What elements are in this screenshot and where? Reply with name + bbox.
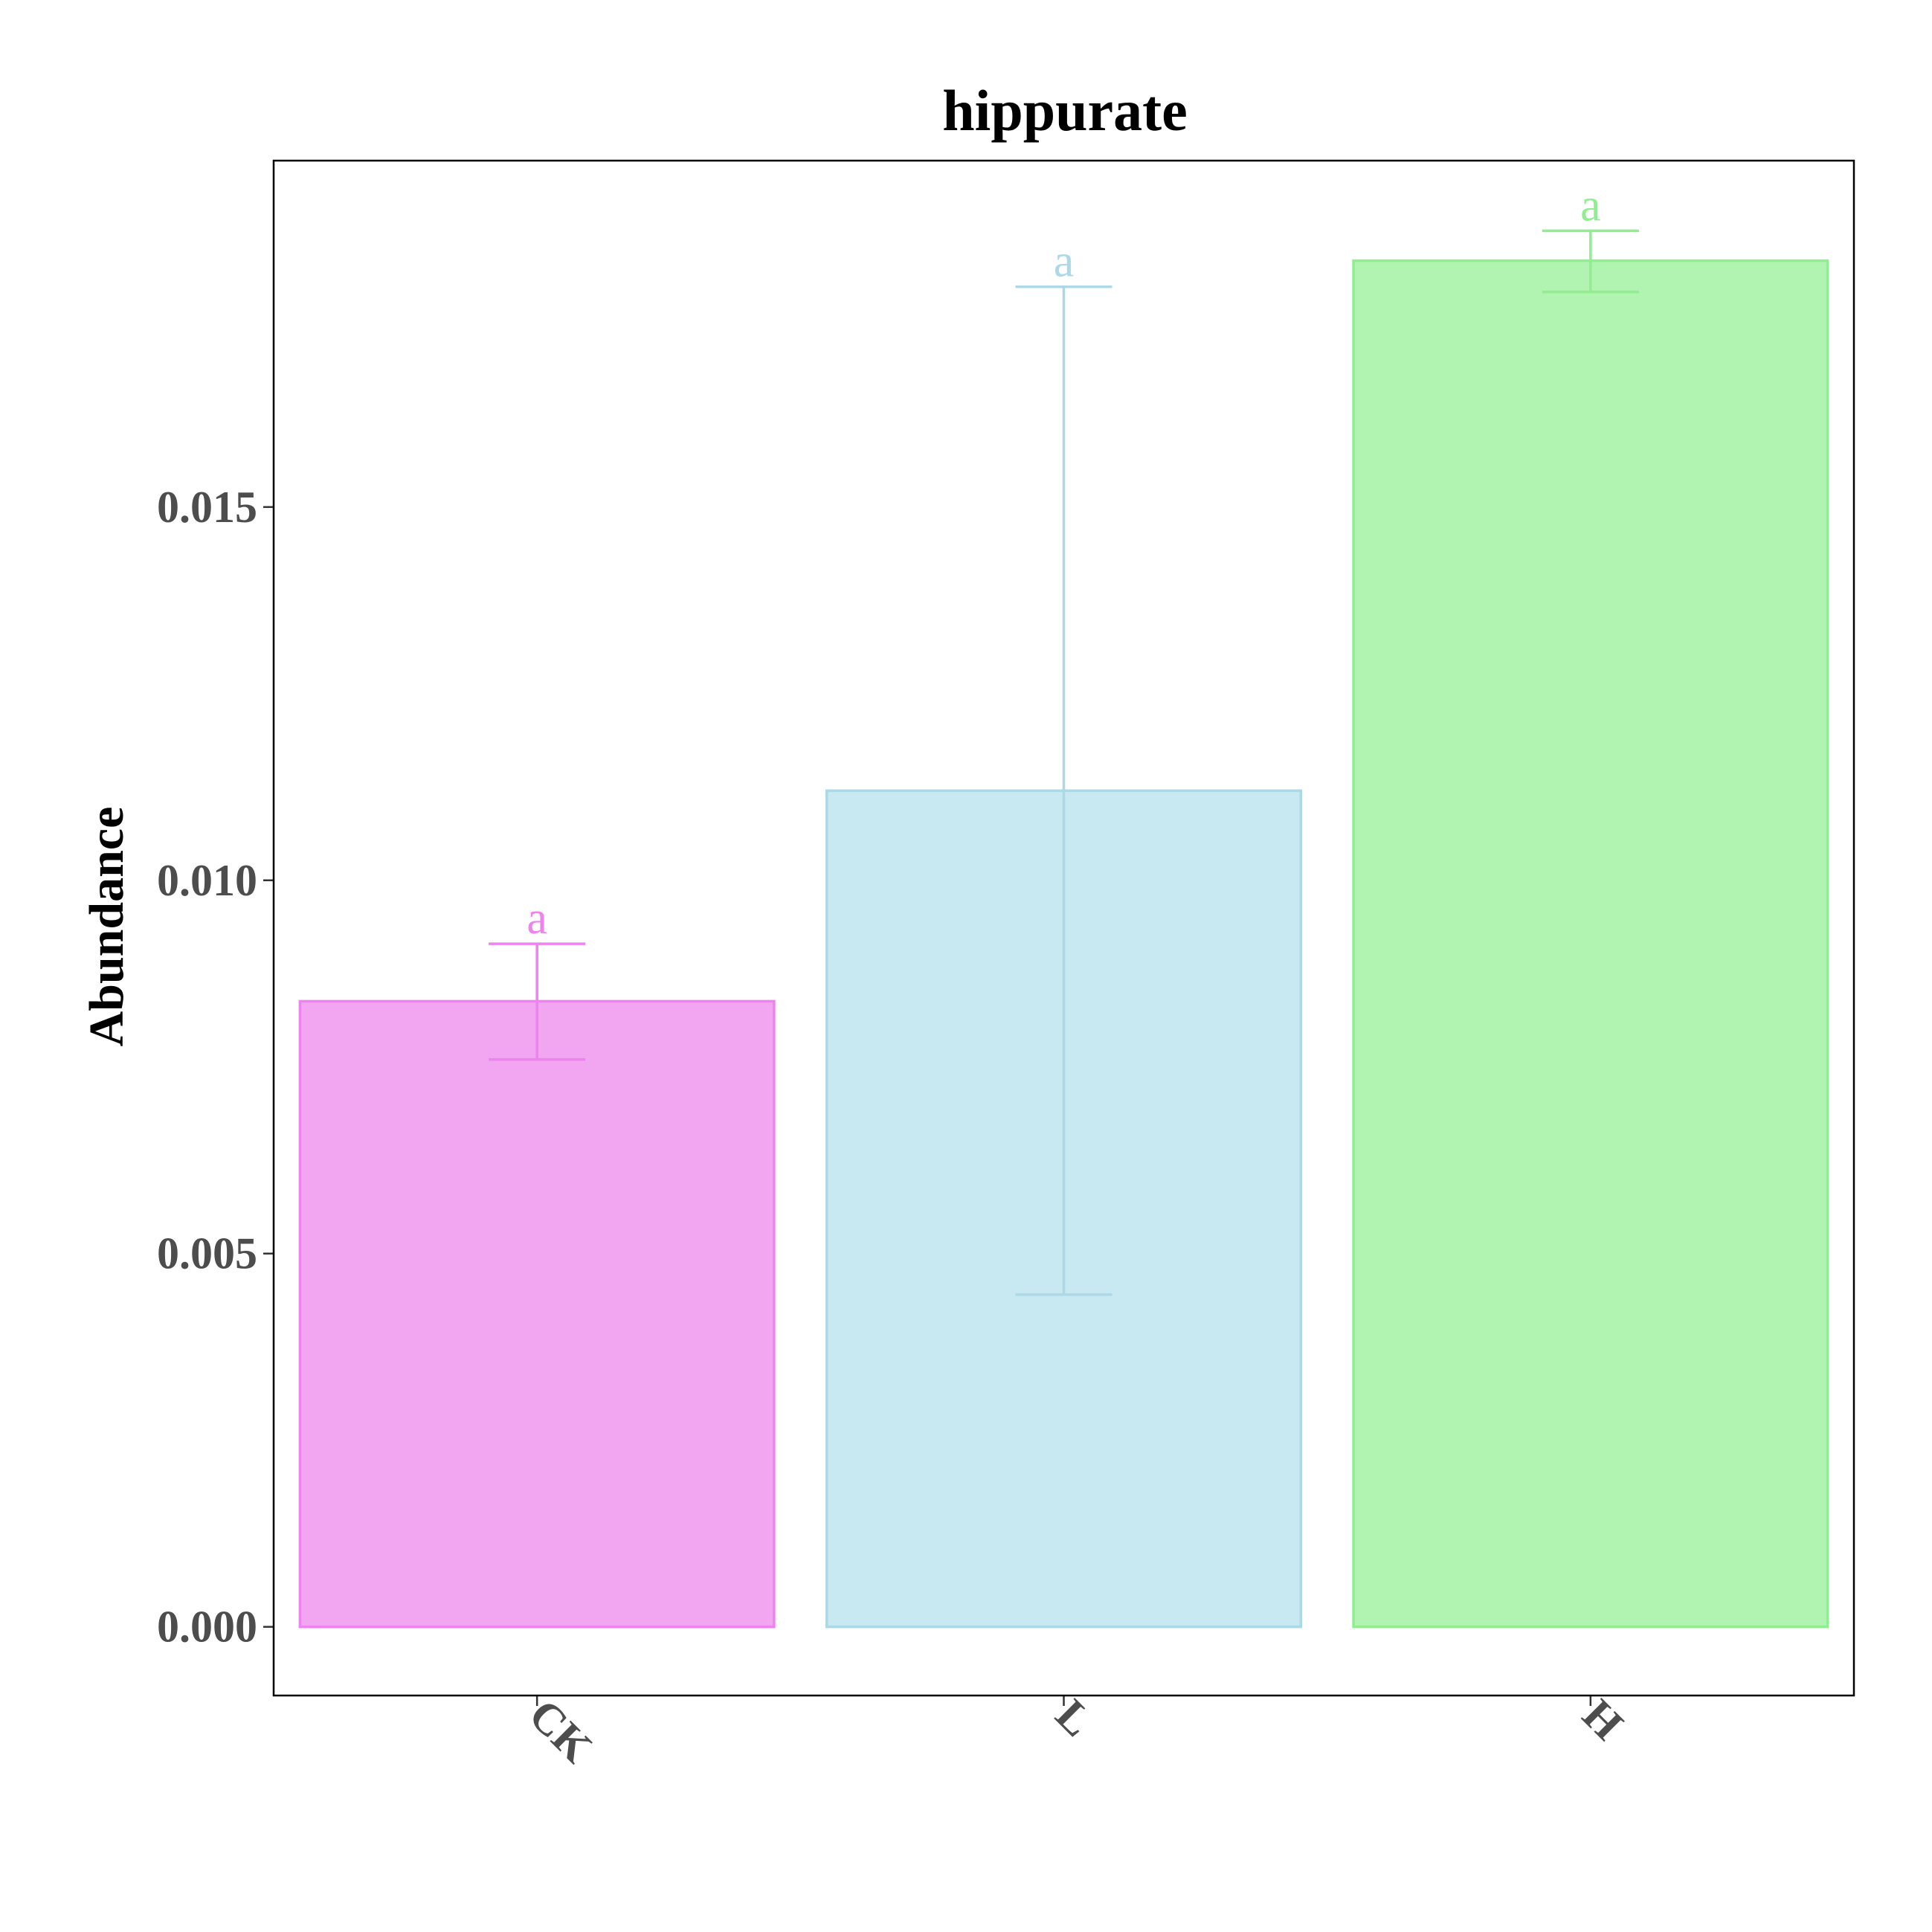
y-axis-title: Abundance: [80, 807, 134, 1047]
bar-H: [1352, 259, 1829, 1629]
x-tick-label: L: [1046, 1690, 1102, 1746]
bar-CK: [298, 999, 776, 1629]
y-tick-label: 0.010: [157, 856, 257, 905]
significance-label: a: [1054, 236, 1075, 287]
x-tick-label: H: [1574, 1690, 1633, 1750]
plot-area: 0.000 0.005 0.010 0.015 a CK a La H: [157, 180, 1829, 1773]
y-tick-label: 0.000: [157, 1603, 257, 1652]
y-tick-label: 0.015: [157, 483, 257, 532]
x-tick-label: CK: [520, 1690, 602, 1773]
significance-label: a: [1580, 180, 1601, 231]
chart-title: hippurate: [942, 78, 1187, 143]
plot-panel-border: [272, 159, 1855, 1697]
significance-label: a: [527, 893, 547, 944]
y-tick-label: 0.005: [157, 1229, 257, 1278]
